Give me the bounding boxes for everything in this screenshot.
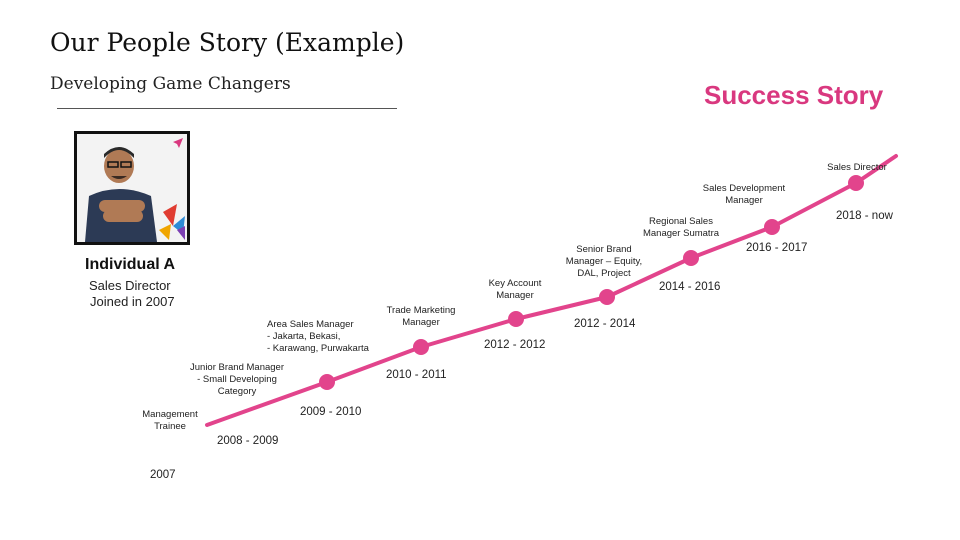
year-label-2009-2010: 2009 - 2010 (300, 406, 362, 418)
role-label-line: Manager (496, 290, 534, 301)
role-label-sales-director: Sales Director (827, 162, 887, 174)
year-label-2010-2011: 2010 - 2011 (386, 369, 447, 381)
role-label-line: Trainee (154, 421, 186, 432)
role-label-line: Manager Sumatra (642, 228, 720, 239)
success-story-heading: Success Story (704, 80, 884, 110)
page-title: Our People Story (Example) (50, 28, 405, 57)
year-label-2012-2014: 2012 - 2014 (574, 318, 636, 330)
role-label-line: Trade Marketing (386, 305, 456, 316)
role-label-line: Junior Brand Manager (190, 362, 284, 373)
milestone-node (508, 311, 524, 327)
year-label-2007: 2007 (150, 469, 176, 481)
role-label-line: Key Account (488, 278, 542, 289)
person-joined: Joined in 2007 (90, 294, 175, 309)
milestone-node (683, 250, 699, 266)
role-label-line: Manager (725, 195, 763, 206)
person-role: Sales Director (89, 278, 171, 293)
role-label-line: DAL, Project (577, 268, 631, 279)
role-label-management-trainee: Management Trainee (142, 409, 197, 433)
role-label-line: - Jakarta, Bekasi, (267, 331, 341, 342)
role-label-line: Manager – Equity, (565, 256, 643, 267)
role-label-line: Senior Brand (576, 244, 632, 255)
role-label-regional-sales-manager: Regional Sales Manager Sumatra (643, 216, 719, 240)
role-label-line: Management (142, 409, 198, 420)
role-label-line: Area Sales Manager (267, 319, 354, 330)
year-label-2008-2009: 2008 - 2009 (217, 435, 279, 447)
year-label-2016-2017: 2016 - 2017 (746, 242, 808, 254)
role-label-sales-development-manager: Sales Development Manager (703, 183, 785, 207)
role-label-line: Sales Development (702, 183, 786, 194)
year-label-2018-now: 2018 - now (836, 210, 893, 222)
role-label-line: Manager (402, 317, 440, 328)
year-label-2014-2016: 2014 - 2016 (659, 281, 721, 293)
year-label-2012-2012: 2012 - 2012 (484, 339, 546, 351)
timeline-line (205, 154, 898, 427)
role-label-key-account-manager: Key Account Manager (489, 278, 542, 302)
title-divider (57, 108, 397, 109)
milestone-node (848, 175, 864, 191)
role-label-line: Regional Sales (649, 216, 713, 227)
role-label-line: Sales Director (827, 162, 887, 173)
role-label-trade-marketing-manager: Trade Marketing Manager (387, 305, 456, 329)
profile-photo (74, 131, 190, 245)
milestone-node (413, 339, 429, 355)
person-illustration (77, 134, 187, 242)
page-subtitle: Developing Game Changers (50, 74, 291, 94)
person-name: Individual A (85, 256, 176, 273)
role-label-senior-brand-manager: Senior Brand Manager – Equity, DAL, Projec… (566, 244, 642, 280)
milestone-node (764, 219, 780, 235)
role-label-junior-brand-manager: Junior Brand Manager - Small Developing Ca… (190, 362, 284, 398)
logo-mark (173, 138, 183, 148)
role-label-line: - Small Developing (197, 374, 277, 385)
role-label-line: Category (217, 386, 257, 397)
role-label-area-sales-manager: Area Sales Manager - Jakarta, Bekasi, - Ka… (267, 319, 369, 355)
role-label-line: - Karawang, Purwakarta (267, 343, 369, 354)
milestone-node (319, 374, 335, 390)
milestone-node (599, 289, 615, 305)
